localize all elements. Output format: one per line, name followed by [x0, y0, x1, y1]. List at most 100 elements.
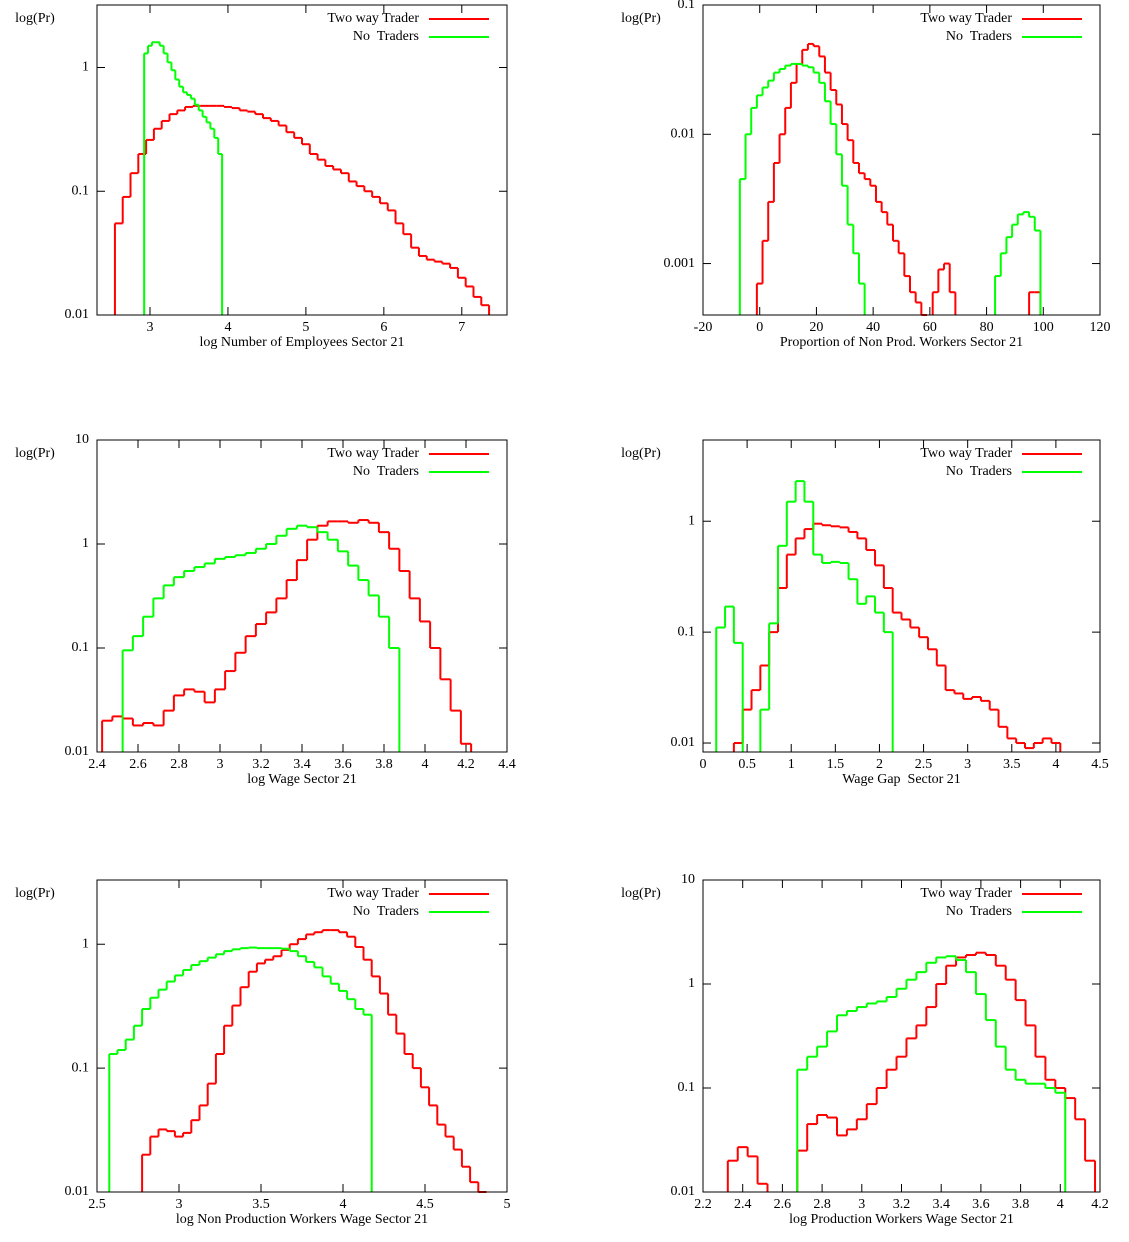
- chart: 0.01 0.1 1 2.5 3 3.5 4 4.5 5 log(Pr) log Non Produ…: [15, 879, 511, 1227]
- y-tick-label: 1: [82, 536, 89, 551]
- x-tick-label: 3.2: [252, 757, 270, 772]
- legend-label: No Traders: [946, 464, 1012, 479]
- y-tick-label: 0.001: [664, 256, 696, 271]
- x-tick-label: 3: [217, 757, 224, 772]
- series: [715, 480, 894, 752]
- x-tick-label: 4: [1057, 1197, 1064, 1212]
- x-tick-label: 120: [1090, 320, 1111, 335]
- y-tick-label: 0.1: [72, 640, 90, 655]
- x-tick-label: 2.5: [915, 757, 933, 772]
- y-tick-label: 0.01: [65, 307, 90, 322]
- x-tick-label: 3.5: [1003, 757, 1021, 772]
- y-tick-label: 0.1: [678, 0, 696, 12]
- y-tick-label: 1: [82, 936, 89, 951]
- x-tick-label: 3: [964, 757, 971, 772]
- x-tick-label: 3: [858, 1197, 865, 1212]
- x-tick-label: 6: [380, 320, 387, 335]
- series: [738, 62, 1042, 315]
- legend-label: No Traders: [353, 464, 419, 479]
- x-tick-label: 4: [340, 1197, 347, 1212]
- plot-frame: [96, 879, 508, 1193]
- x-tick-label: 3.8: [375, 757, 393, 772]
- x-tick-label: 2: [876, 757, 883, 772]
- x-tick-label: 7: [458, 320, 465, 335]
- series: [796, 955, 1067, 1192]
- legend-label: Two way Trader: [327, 886, 419, 901]
- x-axis-label: log Non Production Workers Wage Sector 2…: [176, 1212, 428, 1227]
- y-axis-label: log(Pr): [15, 446, 55, 461]
- y-tick-label: 0.01: [65, 1184, 90, 1199]
- x-tick-label: 5: [504, 1197, 511, 1212]
- plot-frame: [96, 439, 508, 753]
- series: [121, 524, 401, 752]
- y-tick-label: 1: [82, 60, 89, 75]
- x-tick-label: 4: [422, 757, 429, 772]
- series: [755, 42, 1042, 316]
- x-tick-label: 2.5: [88, 1197, 106, 1212]
- y-tick-label: 0.1: [72, 183, 90, 198]
- series: [113, 104, 491, 315]
- legend-label: Two way Trader: [327, 11, 419, 26]
- x-axis-label: Wage Gap Sector 21: [842, 772, 961, 787]
- legend-label: No Traders: [946, 29, 1012, 44]
- y-tick-label: 0.01: [671, 126, 696, 141]
- plot-frame: [702, 4, 1101, 316]
- chart: 0.01 0.1 1 0 0.5 1 1.5 2 2.5 3 3.5 4 4.5 log(Pr) Wage …: [621, 439, 1109, 787]
- x-tick-label: 0.5: [738, 757, 756, 772]
- legend-label: No Traders: [353, 904, 419, 919]
- y-tick-label: 0.1: [678, 1080, 696, 1095]
- legend-label: Two way Trader: [920, 11, 1012, 26]
- x-tick-label: 4.2: [457, 757, 475, 772]
- x-tick-label: 100: [1033, 320, 1054, 335]
- y-axis-label: log(Pr): [621, 446, 661, 461]
- chart: 0.01 0.1 1 3 4 5 6 7 log(Pr) log Number of Employ…: [15, 4, 508, 350]
- x-tick-label: 3: [147, 320, 154, 335]
- y-tick-label: 0.01: [671, 1184, 696, 1199]
- y-axis-label: log(Pr): [621, 886, 661, 901]
- x-tick-label: 3: [176, 1197, 183, 1212]
- x-tick-label: 1: [788, 757, 795, 772]
- series: [732, 522, 1062, 752]
- x-axis-label: Proportion of Non Prod. Workers Sector 2…: [780, 335, 1023, 350]
- y-tick-label: 1: [688, 513, 695, 528]
- chart: 0.01 0.1 1 10 2.2 2.4 2.6 2.8 3 3.2 3.4 3.6 3.8 4 4.2 l…: [621, 872, 1109, 1227]
- x-tick-label: 2.6: [774, 1197, 792, 1212]
- x-tick-label: 60: [923, 320, 937, 335]
- x-tick-label: 2.4: [734, 1197, 752, 1212]
- x-axis-label: log Wage Sector 21: [247, 772, 356, 787]
- y-tick-label: 0.01: [65, 744, 90, 759]
- x-tick-label: 2.4: [88, 757, 106, 772]
- series: [141, 929, 487, 1193]
- x-tick-label: 2.6: [129, 757, 147, 772]
- x-tick-label: 4: [224, 320, 231, 335]
- x-tick-label: 5: [302, 320, 309, 335]
- y-axis-label: log(Pr): [15, 886, 55, 901]
- legend-label: No Traders: [946, 904, 1012, 919]
- x-tick-label: 3.6: [972, 1197, 990, 1212]
- series: [101, 519, 473, 752]
- x-tick-label: 4.2: [1091, 1197, 1109, 1212]
- x-tick-label: 3.4: [932, 1197, 950, 1212]
- y-tick-label: 0.1: [72, 1060, 90, 1075]
- x-tick-label: 3.5: [252, 1197, 270, 1212]
- chart: 0.01 0.1 1 10 2.4 2.6 2.8 3 3.2 3.4 3.6 3.8 4 4.2 4.4 l…: [15, 432, 516, 787]
- series: [143, 41, 224, 315]
- x-tick-label: 20: [809, 320, 823, 335]
- y-axis-label: log(Pr): [15, 11, 55, 26]
- x-tick-label: 0: [700, 757, 707, 772]
- legend-label: Two way Trader: [920, 886, 1012, 901]
- series: [726, 951, 1097, 1192]
- y-tick-label: 0.1: [678, 624, 696, 639]
- x-tick-label: 4.5: [416, 1197, 434, 1212]
- y-tick-label: 1: [688, 976, 695, 991]
- x-tick-label: 2.2: [694, 1197, 712, 1212]
- plot-frame: [96, 4, 508, 316]
- x-tick-label: 80: [980, 320, 994, 335]
- x-tick-label: 3.8: [1012, 1197, 1030, 1212]
- x-tick-label: 4: [1052, 757, 1059, 772]
- x-tick-label: 3.4: [293, 757, 311, 772]
- y-tick-label: 0.01: [671, 735, 696, 750]
- y-axis-label: log(Pr): [621, 11, 661, 26]
- x-tick-label: 4.5: [1091, 757, 1109, 772]
